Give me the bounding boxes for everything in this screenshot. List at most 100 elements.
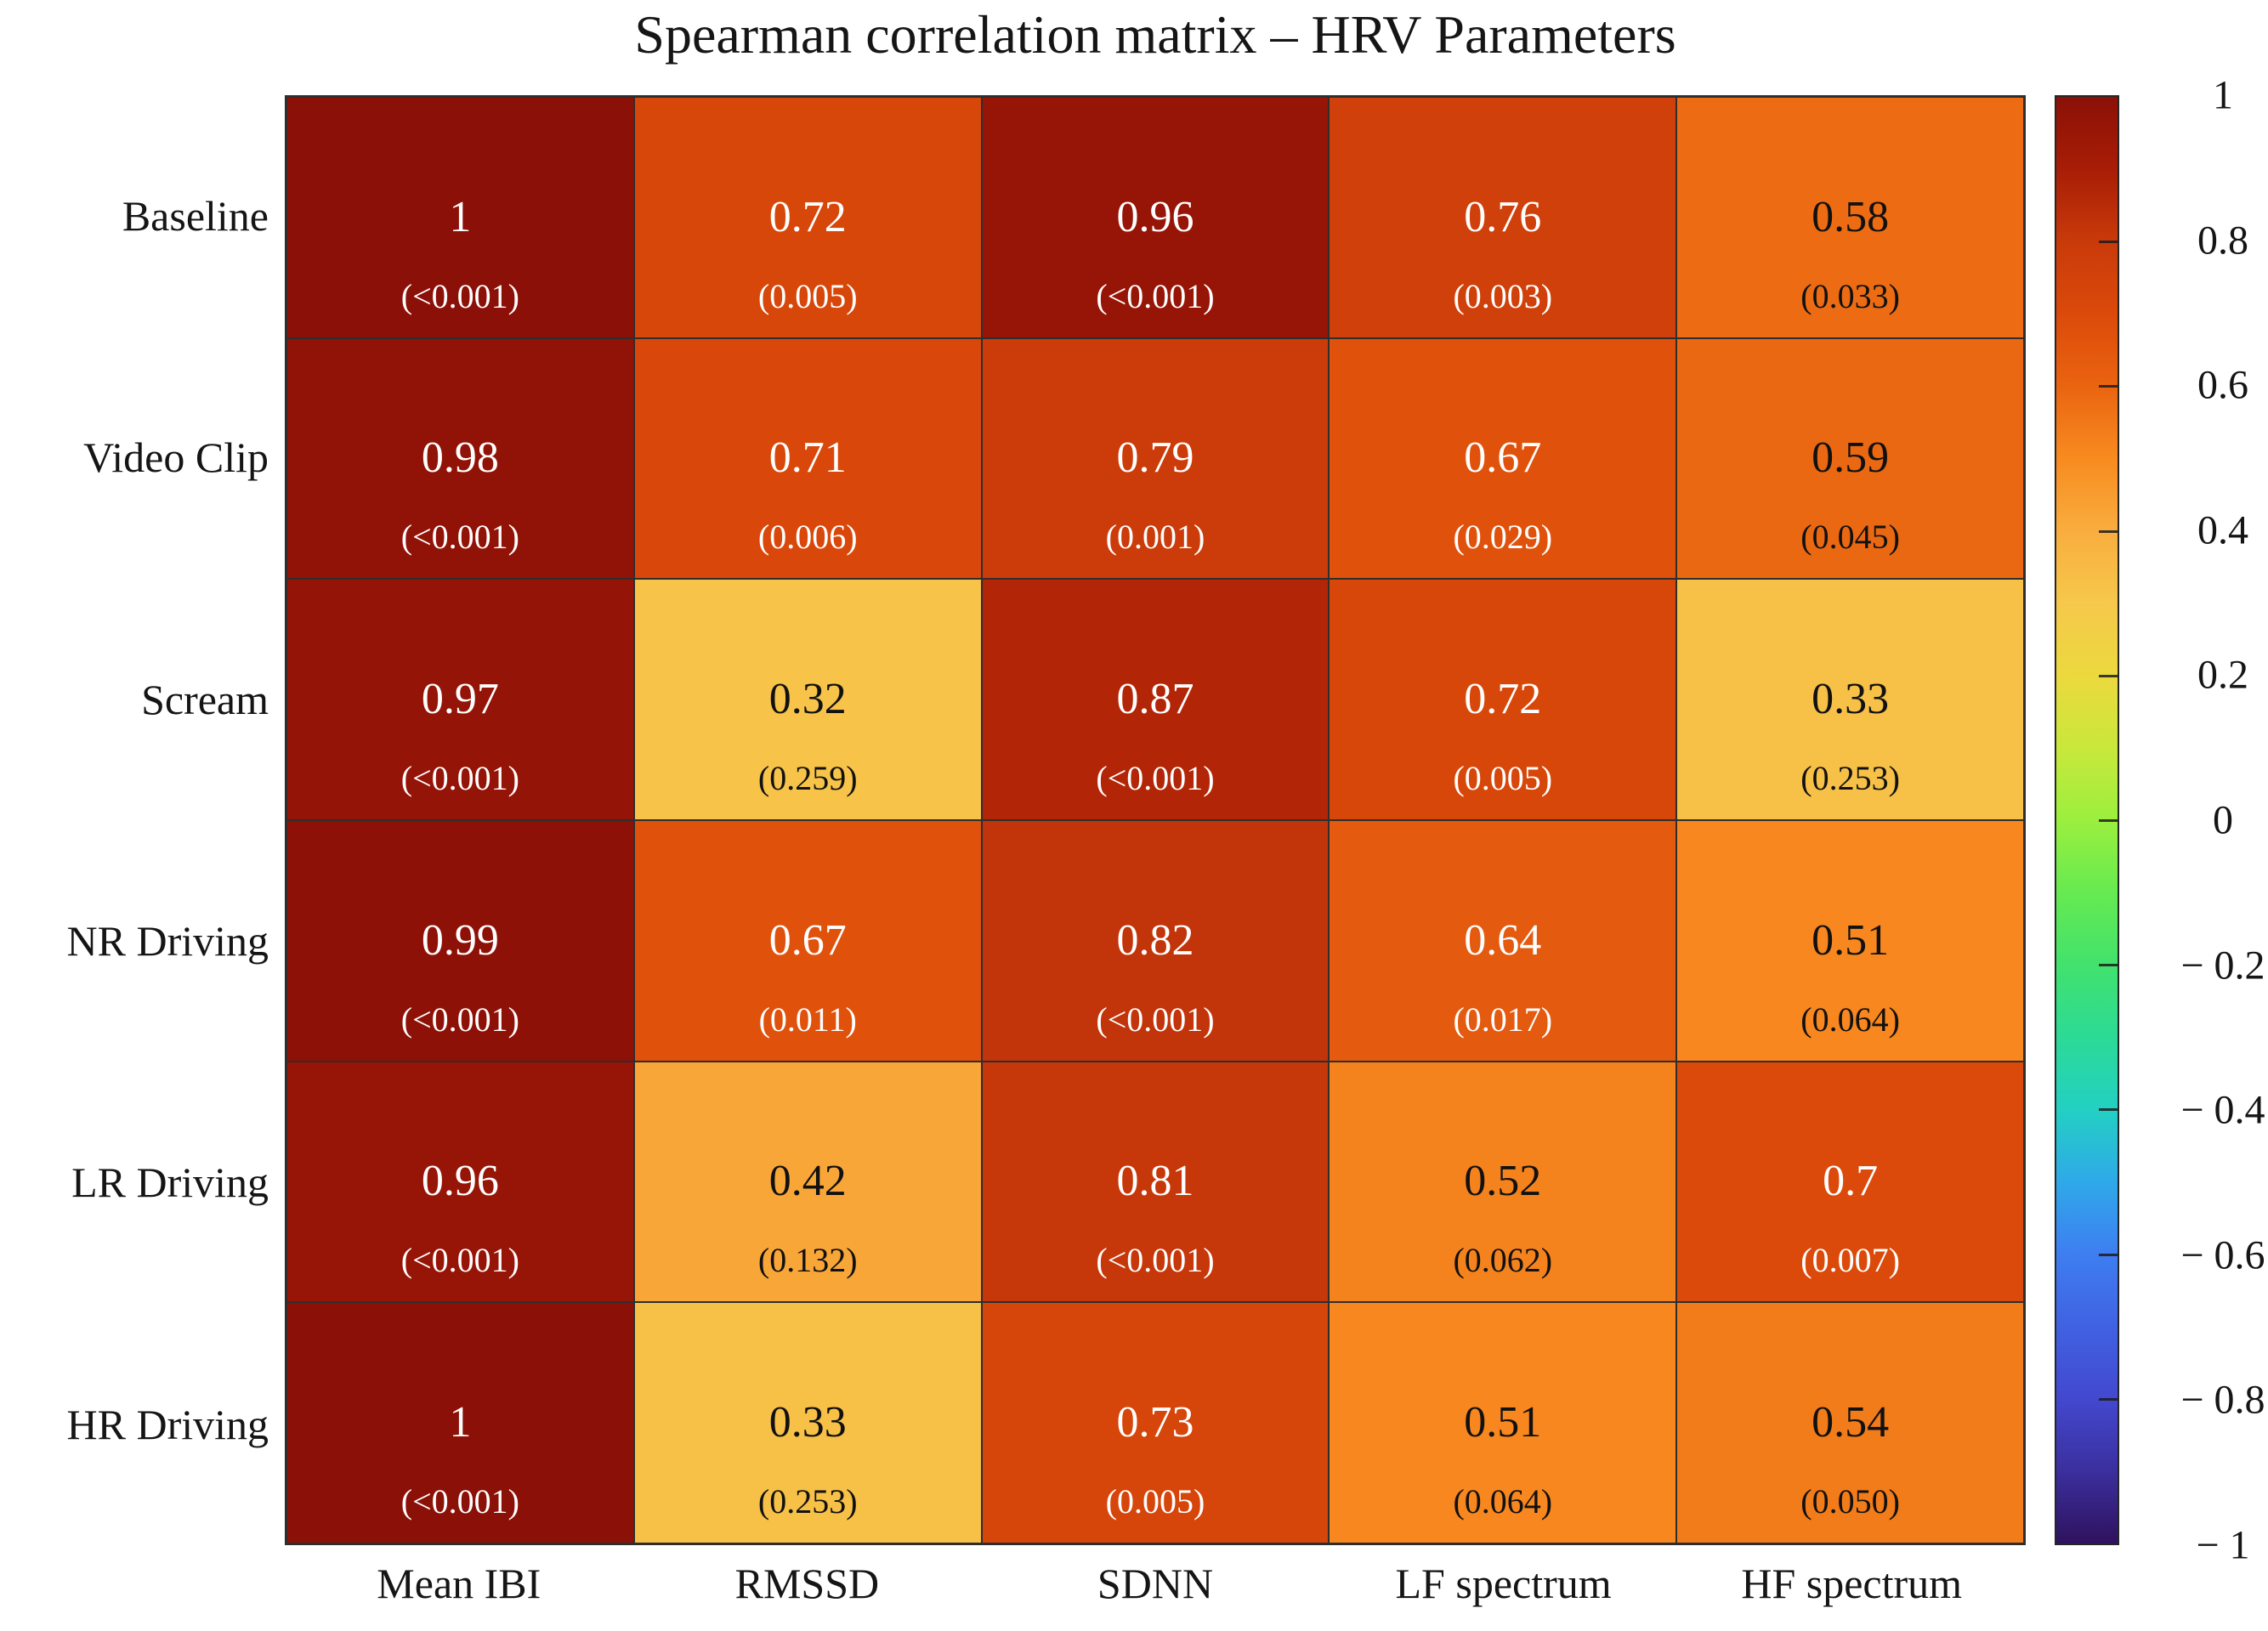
colorbar-tick-label-4: 0.2: [2197, 652, 2248, 698]
column-label-2: SDNN: [1097, 1560, 1214, 1607]
matrix-cell-r5c3: 0.51 (0.064): [1329, 1302, 1677, 1543]
colorbar-tick-1: [2099, 241, 2118, 244]
cell-correlation-value: 0.51: [1464, 1398, 1542, 1447]
colorbar-tick-label-0: 1: [2213, 72, 2233, 118]
cell-p-value: (0.003): [1453, 276, 1553, 315]
colorbar-tick-5: [2099, 819, 2118, 822]
column-label-1: RMSSD: [734, 1560, 880, 1607]
colorbar-tick-7: [2099, 1108, 2118, 1112]
cell-correlation-value: 0.33: [768, 1398, 847, 1447]
cell-correlation-value: 0.79: [1116, 433, 1194, 483]
matrix-cell-r5c4: 0.54 (0.050): [1676, 1302, 2024, 1543]
cell-p-value: (<0.001): [400, 759, 519, 798]
matrix-cell-r0c2: 0.96 (<0.001): [981, 97, 1330, 338]
cell-correlation-value: 0.76: [1464, 192, 1542, 241]
matrix-cell-r4c2: 0.81 (<0.001): [981, 1061, 1330, 1303]
matrix-cell-r4c3: 0.52 (0.062): [1329, 1061, 1677, 1303]
row-label-2: Scream: [141, 675, 269, 723]
cell-p-value: (0.006): [757, 518, 858, 557]
cell-p-value: (0.007): [1800, 1241, 1900, 1280]
cell-correlation-value: 0.72: [1464, 675, 1542, 724]
cell-p-value: (0.259): [757, 759, 858, 798]
colorbar-tick-4: [2099, 674, 2118, 677]
cell-p-value: (0.064): [1800, 1000, 1900, 1039]
cell-correlation-value: 0.59: [1812, 433, 1890, 483]
cell-correlation-value: 0.58: [1812, 192, 1890, 241]
colorbar-tick-label-10: − 1: [2196, 1522, 2250, 1568]
matrix-cell-r3c0: 0.99 (<0.001): [286, 819, 634, 1062]
cell-correlation-value: 0.72: [768, 192, 847, 241]
matrix-cell-r0c4: 0.58 (0.033): [1676, 97, 2024, 338]
cell-correlation-value: 0.73: [1116, 1398, 1194, 1447]
colorbar-tick-label-6: − 0.2: [2180, 943, 2265, 988]
colorbar-gradient: [2055, 95, 2119, 1545]
cell-p-value: (0.033): [1800, 276, 1900, 315]
cell-p-value: (<0.001): [1096, 276, 1215, 315]
cell-correlation-value: 0.67: [1464, 433, 1542, 483]
row-label-0: Baseline: [122, 192, 269, 241]
colorbar-tick-8: [2099, 1253, 2118, 1256]
cell-p-value: (<0.001): [1096, 1000, 1215, 1039]
cell-correlation-value: 0.96: [421, 1157, 499, 1206]
column-label-4: HF spectrum: [1741, 1560, 1963, 1607]
cell-correlation-value: 0.97: [421, 675, 499, 724]
cell-correlation-value: 0.52: [1464, 1157, 1542, 1206]
row-label-5: HR Driving: [66, 1400, 269, 1448]
row-label-3: NR Driving: [66, 917, 269, 966]
matrix-cell-r2c2: 0.87 (<0.001): [981, 579, 1330, 820]
colorbar-tick-9: [2099, 1397, 2118, 1401]
colorbar-tick-3: [2099, 530, 2118, 533]
matrix-cell-r2c3: 0.72 (0.005): [1329, 579, 1677, 820]
cell-correlation-value: 0.54: [1812, 1398, 1890, 1447]
cell-correlation-value: 0.99: [421, 915, 499, 965]
cell-p-value: (0.253): [1800, 759, 1900, 798]
cell-p-value: (0.005): [1105, 1482, 1205, 1521]
matrix-cell-r5c1: 0.33 (0.253): [633, 1302, 982, 1543]
cell-p-value: (<0.001): [400, 1241, 519, 1280]
cell-correlation-value: 1: [449, 1398, 472, 1447]
cell-p-value: (0.017): [1453, 1000, 1553, 1039]
cell-correlation-value: 0.96: [1116, 192, 1194, 241]
cell-correlation-value: 0.71: [768, 433, 847, 483]
colorbar-tick-6: [2099, 964, 2118, 967]
matrix-cell-r0c1: 0.72 (0.005): [633, 97, 982, 338]
cell-p-value: (<0.001): [1096, 759, 1215, 798]
heatmap-matrix: 1 (<0.001) 0.72 (0.005) 0.96 (<0.001) 0.76 (0.0…: [285, 95, 2026, 1545]
colorbar-tick-label-2: 0.6: [2197, 362, 2248, 408]
cell-correlation-value: 0.42: [768, 1157, 847, 1206]
matrix-cell-r5c2: 0.73 (0.005): [981, 1302, 1330, 1543]
cell-p-value: (0.253): [757, 1482, 858, 1521]
matrix-cell-r1c4: 0.59 (0.045): [1676, 337, 2024, 580]
matrix-cell-r4c4: 0.7 (0.007): [1676, 1061, 2024, 1303]
cell-p-value: (<0.001): [400, 518, 519, 557]
matrix-cell-r1c3: 0.67 (0.029): [1329, 337, 1677, 580]
cell-correlation-value: 0.64: [1464, 915, 1542, 965]
row-label-4: LR Driving: [71, 1158, 269, 1207]
cell-p-value: (0.011): [758, 1000, 857, 1039]
cell-p-value: (<0.001): [400, 1000, 519, 1039]
colorbar-tick-2: [2099, 385, 2118, 388]
matrix-cell-r4c0: 0.96 (<0.001): [286, 1061, 634, 1303]
matrix-cell-r1c0: 0.98 (<0.001): [286, 337, 634, 580]
cell-p-value: (0.029): [1453, 518, 1553, 557]
cell-correlation-value: 1: [449, 192, 472, 241]
matrix-cell-r4c1: 0.42 (0.132): [633, 1061, 982, 1303]
cell-correlation-value: 0.33: [1812, 675, 1890, 724]
cell-correlation-value: 0.87: [1116, 675, 1194, 724]
chart-title: Spearman correlation matrix – HRV Parame…: [634, 4, 1676, 65]
cell-correlation-value: 0.98: [421, 433, 499, 483]
cell-p-value: (0.045): [1800, 518, 1900, 557]
column-label-3: LF spectrum: [1395, 1560, 1612, 1607]
cell-p-value: (<0.001): [400, 1482, 519, 1521]
row-label-1: Video Clip: [83, 433, 269, 482]
matrix-cell-r1c1: 0.71 (0.006): [633, 337, 982, 580]
colorbar-tick-label-5: 0: [2213, 797, 2233, 843]
x-axis-column-labels: Mean IBI RMSSD SDNN LF spectrum HF spectrum: [285, 1559, 2026, 1608]
cell-p-value: (<0.001): [1096, 1241, 1215, 1280]
matrix-cell-r0c0: 1 (<0.001): [286, 97, 634, 338]
cell-correlation-value: 0.82: [1116, 915, 1194, 965]
colorbar-tick-label-3: 0.4: [2197, 507, 2248, 553]
colorbar-tick-label-1: 0.8: [2197, 218, 2248, 263]
cell-correlation-value: 0.81: [1116, 1157, 1194, 1206]
